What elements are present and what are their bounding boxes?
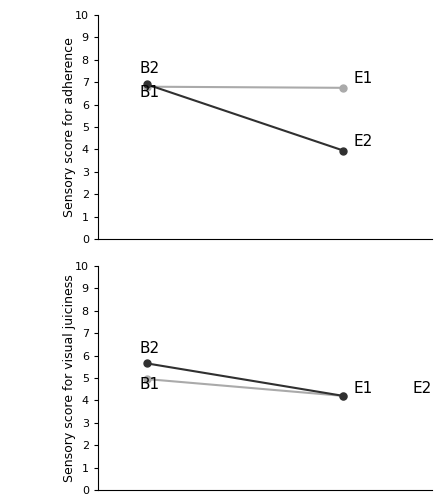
Y-axis label: Sensory score for adherence: Sensory score for adherence bbox=[63, 37, 76, 217]
Text: B2: B2 bbox=[139, 61, 159, 76]
Text: E2: E2 bbox=[412, 381, 431, 396]
Text: B1: B1 bbox=[139, 377, 159, 392]
Text: B1: B1 bbox=[139, 84, 159, 100]
Text: E1: E1 bbox=[353, 381, 372, 396]
Text: E1: E1 bbox=[353, 71, 372, 86]
Text: B2: B2 bbox=[139, 340, 159, 355]
Text: E2: E2 bbox=[353, 134, 372, 149]
Y-axis label: Sensory score for visual juiciness: Sensory score for visual juiciness bbox=[63, 274, 76, 482]
